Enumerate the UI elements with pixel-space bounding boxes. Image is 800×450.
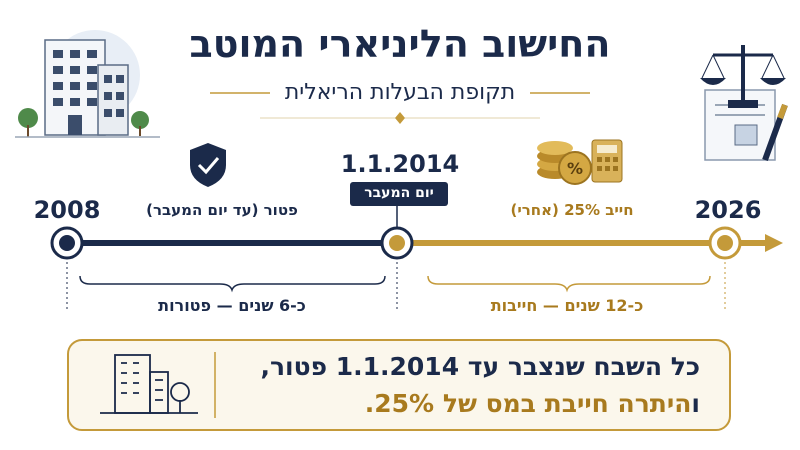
callout-text: היתרה חייבת במס של 25%. — [364, 389, 692, 418]
svg-text:%: % — [567, 159, 583, 178]
point-label: 1.1.2014 — [340, 150, 460, 178]
duration-label: כ-12 שנים — חייבות — [490, 296, 644, 315]
duration-label: כ-6 שנים — פטורות — [158, 296, 306, 315]
legal-icon — [700, 45, 788, 162]
timeline-point — [59, 235, 75, 251]
point-label: 2026 — [694, 196, 762, 224]
bracket — [79, 275, 386, 293]
building-icon — [15, 30, 160, 138]
decor-diamond — [395, 112, 405, 124]
segment-label: חייב 25% (אחרי) — [510, 201, 634, 219]
title: החישוב הליניארי המוטב — [189, 22, 611, 66]
segment-label: פטור (עד יום המעבר) — [146, 201, 298, 219]
subtitle: תקופת הבעלות הריאלית — [284, 80, 516, 105]
callout-building-icon — [100, 354, 198, 414]
timeline-point — [389, 235, 405, 251]
shield-icon — [190, 143, 226, 187]
point-label: 2008 — [33, 196, 101, 224]
callout-text: ו — [691, 389, 700, 418]
badge-label: יום המעבר — [364, 185, 434, 201]
bracket — [427, 275, 711, 293]
badge — [350, 182, 448, 206]
timeline-point — [717, 235, 733, 251]
callout-line: והיתרה חייבת במס של 25%. — [365, 389, 700, 418]
coins-icon: % — [537, 139, 623, 185]
callout-line: כל השבח שנצבר עד 1.1.2014 פטור, — [260, 352, 700, 381]
callout-box — [67, 339, 731, 431]
timeline-arrow — [765, 234, 783, 252]
